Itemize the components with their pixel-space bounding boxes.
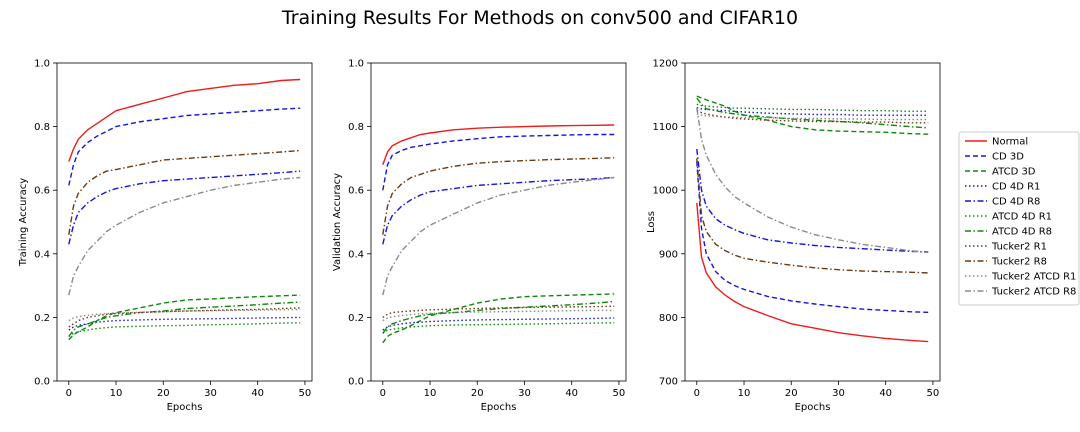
series-line-tucker2-atcd-r1 (382, 309, 615, 322)
series-line-cd-3d (68, 107, 301, 186)
x-axis-label: Epochs (795, 402, 831, 413)
legend-label: Tucker2 R1 (991, 242, 1047, 253)
y-tick-label: 900 (659, 249, 678, 260)
series-line-normal (382, 124, 615, 166)
x-tick-label: 10 (110, 388, 123, 399)
axes-frame (370, 62, 627, 382)
x-tick-label: 40 (879, 388, 892, 399)
series-line-cd-4d-r8 (68, 170, 301, 245)
y-axis-label: Validation Accuracy (332, 173, 343, 271)
y-tick-label: 1100 (653, 122, 678, 133)
y-tick-label: 0.6 (34, 186, 50, 197)
series-line-cd-4d-r1 (382, 317, 615, 331)
series-line-atcd-4d-r1 (382, 322, 615, 334)
series-line-tucker2-atcd-r8 (68, 176, 301, 296)
y-tick-label: 0.0 (34, 377, 50, 388)
figure-title: Training Results For Methods on conv500 … (281, 7, 798, 29)
legend-label: ATCD 3D (992, 167, 1036, 178)
x-tick-label: 30 (832, 388, 845, 399)
y-tick-label: 800 (659, 313, 678, 324)
series-line-tucker2-atcd-r8 (696, 107, 929, 254)
legend-label: ATCD 4D R1 (992, 212, 1052, 223)
series-line-atcd-4d-r1 (696, 103, 929, 113)
series-line-cd-4d-r8 (382, 176, 615, 245)
legend-box (958, 131, 1080, 306)
series-group (68, 78, 301, 341)
x-tick-label: 50 (299, 388, 312, 399)
series-line-normal (68, 78, 301, 162)
x-tick-label: 10 (738, 388, 751, 399)
y-tick-label: 0.4 (34, 249, 50, 260)
series-line-tucker2-r1 (696, 110, 929, 124)
series-line-atcd-3d (382, 293, 615, 344)
series-line-cd-3d (382, 133, 615, 191)
y-axis-label: Training Accuracy (18, 178, 29, 267)
legend-label: Tucker2 ATCD R8 (991, 287, 1076, 298)
series-line-atcd-3d (696, 95, 929, 135)
axes-frame (684, 62, 941, 382)
series-line-atcd-4d-r8 (68, 301, 301, 337)
legend-label: ATCD 4D R8 (992, 227, 1052, 238)
chart-1: 0 10 20 30 40 50 0.0 0.2 0.4 0.6 0.8 1.0 Epochs Train… (18, 59, 313, 413)
series-line-normal (696, 202, 929, 343)
y-tick-label: 0.8 (34, 122, 50, 133)
x-tick-label: 40 (565, 388, 578, 399)
y-tick-label: 0.2 (348, 313, 364, 324)
x-tick-label: 40 (251, 388, 264, 399)
series-line-tucker2-r1 (382, 305, 615, 318)
series-line-tucker2-atcd-r1 (696, 113, 929, 121)
series-line-tucker2-r8 (382, 157, 615, 235)
x-tick-label: 30 (204, 388, 217, 399)
legend-label: CD 3D (992, 152, 1024, 163)
x-axis-label: Epochs (481, 402, 517, 413)
legend-label: CD 4D R8 (992, 197, 1040, 208)
x-tick-label: 10 (424, 388, 437, 399)
y-tick-label: 1.0 (34, 59, 50, 70)
series-line-tucker2-r8 (68, 149, 301, 235)
series-line-cd-3d (696, 161, 929, 313)
x-tick-label: 0 (66, 388, 72, 399)
x-tick-label: 0 (380, 388, 386, 399)
series-line-cd-4d-r1 (68, 316, 301, 331)
series-line-atcd-3d (68, 294, 301, 341)
y-tick-label: 700 (659, 377, 678, 388)
x-axis-label: Epochs (167, 402, 203, 413)
x-tick-label: 50 (613, 388, 626, 399)
chart-2: 0 10 20 30 40 50 0.0 0.2 0.4 0.6 0.8 1.0 Epochs Valid… (332, 59, 627, 413)
legend-label: Tucker2 R8 (991, 257, 1047, 268)
legend-label: Normal (992, 137, 1028, 148)
x-tick-label: 0 (694, 388, 700, 399)
chart-3: 0 10 20 30 40 50 700 800 900 1000 1100 1200 Epochs Lo… (646, 59, 941, 413)
x-tick-label: 20 (785, 388, 798, 399)
y-tick-label: 1.0 (348, 59, 364, 70)
axes-frame (56, 62, 313, 382)
legend-label: Tucker2 ATCD R1 (991, 272, 1076, 283)
x-tick-label: 20 (471, 388, 484, 399)
series-line-atcd-4d-r8 (696, 97, 929, 129)
x-tick-label: 50 (927, 388, 940, 399)
series-line-tucker2-atcd-r8 (382, 176, 615, 296)
series-line-cd-4d-r8 (696, 148, 929, 253)
y-tick-label: 0.6 (348, 186, 364, 197)
series-group (382, 124, 615, 344)
y-tick-label: 0.0 (348, 377, 364, 388)
y-axis-label: Loss (646, 211, 657, 233)
y-tick-label: 1200 (653, 59, 678, 70)
legend-label: CD 4D R1 (992, 182, 1040, 193)
series-line-tucker2-r8 (696, 158, 929, 274)
legend: Normal CD 3D ATCD 3D CD 4D R1 CD 4D R8 ATCD 4… (958, 131, 1080, 306)
x-tick-label: 20 (157, 388, 170, 399)
y-tick-label: 1000 (653, 186, 678, 197)
y-tick-label: 0.8 (348, 122, 364, 133)
series-group (696, 95, 929, 343)
y-tick-label: 0.2 (34, 313, 50, 324)
series-line-atcd-4d-r8 (382, 300, 615, 334)
series-line-atcd-4d-r1 (68, 322, 301, 338)
x-tick-label: 30 (518, 388, 531, 399)
y-tick-label: 0.4 (348, 249, 364, 260)
